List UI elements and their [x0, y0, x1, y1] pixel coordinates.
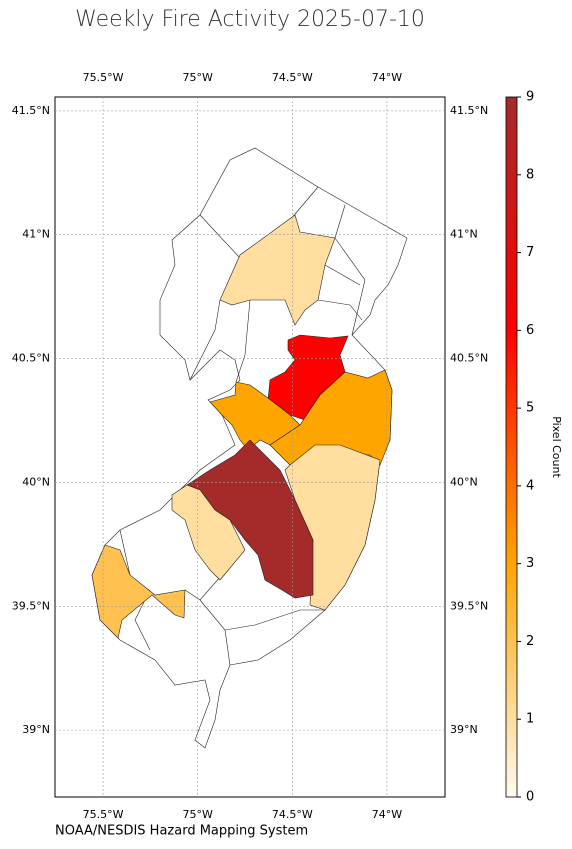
y-tick-label: 39°N: [22, 723, 50, 736]
x-tick-label: 75.5°W: [83, 71, 124, 84]
map: [91, 147, 408, 749]
colorbar-tick-label: 3: [526, 556, 534, 571]
county-boundary: [199, 214, 241, 259]
y-tick-label: 40.5°N: [12, 352, 50, 365]
y-tick-label: 39.5°N: [12, 599, 50, 612]
colorbar-tick-label: 7: [526, 245, 534, 260]
x-tick-label: 75.5°W: [83, 808, 124, 821]
y-tick-label: 41°N: [450, 228, 478, 241]
plot-frame: [54, 96, 446, 798]
y-tick-label: 40°N: [22, 475, 50, 488]
x-tick-label: 75°W: [182, 71, 212, 84]
colorbar-tick-label: 9: [526, 90, 534, 105]
x-tick-label: 75°W: [182, 808, 212, 821]
colorbar-tick-label: 2: [526, 634, 534, 649]
x-tick-label: 74°W: [372, 71, 402, 84]
colorbar-tick-label: 5: [526, 401, 534, 416]
colorbar-tick-label: 6: [526, 323, 534, 338]
colorbar-tick-label: 1: [526, 712, 534, 727]
county-boundary: [119, 529, 131, 576]
y-tick-label: 41.5°N: [450, 104, 488, 117]
colorbar: [505, 96, 518, 798]
county-boundary: [317, 299, 363, 321]
county: [269, 369, 393, 466]
county-boundary: [235, 299, 251, 383]
y-tick-label: 40.5°N: [450, 352, 488, 365]
colorbar-label: Pixel Count: [550, 416, 563, 478]
colorbar-tick-label: 4: [526, 478, 534, 493]
y-tick-label: 39°N: [450, 723, 478, 736]
y-tick-label: 40°N: [450, 475, 478, 488]
county: [219, 214, 336, 326]
chart-title: Weekly Fire Activity 2025-07-10: [75, 7, 425, 32]
county-boundary: [224, 609, 325, 631]
credit: NOAA/NESDIS Hazard Mapping System: [55, 824, 308, 839]
county-boundary: [334, 204, 346, 239]
colorbar-tick-label: 8: [526, 167, 534, 182]
county-boundary: [324, 264, 361, 286]
y-tick-label: 39.5°N: [450, 599, 488, 612]
x-tick-label: 74°W: [372, 808, 402, 821]
y-tick-label: 41°N: [22, 228, 50, 241]
x-tick-label: 74.5°W: [272, 808, 313, 821]
county: [91, 544, 186, 639]
y-tick-label: 41.5°N: [12, 104, 50, 117]
county-boundary: [189, 299, 221, 381]
county-boundary: [289, 186, 319, 221]
x-tick-label: 74.5°W: [272, 71, 313, 84]
county-boundary: [334, 237, 366, 336]
colorbar-tick-label: 0: [526, 790, 534, 805]
